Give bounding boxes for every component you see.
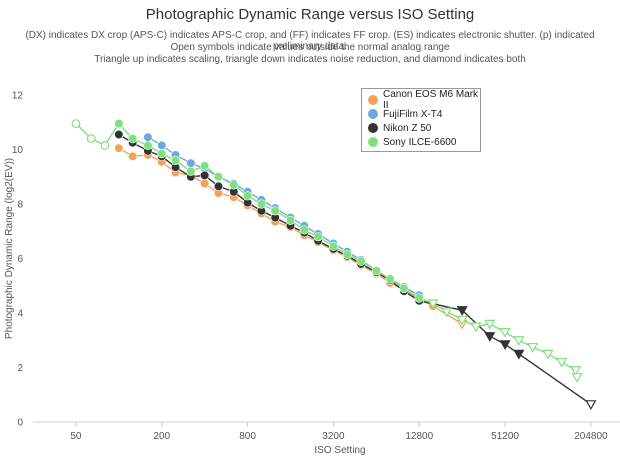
data-point-fujifilm-x-t4 <box>157 140 167 151</box>
y-tick-label: 0 <box>17 418 23 429</box>
x-tick-label: 200 <box>153 431 170 442</box>
data-point-nikon-z-50 <box>456 306 468 316</box>
data-point-sony-ilce-6600 <box>470 322 482 333</box>
data-point-sony-ilce-6600 <box>143 140 153 151</box>
data-point-canon-eos-m6-mark-ii <box>128 151 138 161</box>
data-point-sony-ilce-6600 <box>456 315 468 326</box>
legend-item-canon[interactable]: Canon EOS M6 Mark II <box>368 89 480 111</box>
data-point-sony-ilce-6600 <box>427 299 439 310</box>
legend-label-fujifilm: FujiFilm X-T4 <box>383 108 443 120</box>
data-point-fujifilm-x-t4 <box>143 132 153 142</box>
y-tick-label: 4 <box>17 309 23 320</box>
data-point-sony-ilce-6600 <box>128 134 138 144</box>
legend-item-fujifilm[interactable]: FujiFilm X-T4 <box>368 107 480 121</box>
data-point-sony-ilce-6600 <box>256 199 266 209</box>
data-point-sony-ilce-6600 <box>186 166 196 176</box>
data-point-sony-ilce-6600 <box>71 119 81 129</box>
data-point-nikon-z-50 <box>484 332 496 342</box>
x-tick-label: 204800 <box>574 431 608 442</box>
data-point-sony-ilce-6600 <box>542 349 554 360</box>
data-point-sony-ilce-6600 <box>371 266 381 276</box>
series-line-canon-eos-m6-mark-ii <box>118 147 463 325</box>
legend-label-nikon: Nikon Z 50 <box>383 122 432 134</box>
legend-swatch-canon <box>368 95 378 105</box>
data-point-sony-ilce-6600 <box>328 241 339 251</box>
data-point-sony-ilce-6600 <box>313 232 323 242</box>
data-point-sony-ilce-6600 <box>484 319 496 330</box>
data-point-fujifilm-x-t4 <box>186 158 196 168</box>
y-tick-label: 10 <box>12 145 24 156</box>
x-tick-label: 51200 <box>491 431 519 442</box>
data-point-sony-ilce-6600 <box>399 283 409 294</box>
data-point-sony-ilce-6600 <box>213 172 224 182</box>
data-point-sony-ilce-6600 <box>513 336 525 346</box>
data-point-canon-eos-m6-mark-ii <box>114 143 124 153</box>
data-point-sony-ilce-6600 <box>200 161 210 171</box>
chart-subtitle-line-3: Triangle up indicates scaling, triangle … <box>94 54 526 65</box>
x-axis-title: ISO Setting <box>314 445 365 456</box>
legend-swatch-sony <box>368 137 378 147</box>
chart-legend[interactable]: Canon EOS M6 Mark II FujiFilm X-T4 Nikon… <box>361 88 481 152</box>
data-point-sony-ilce-6600 <box>527 342 539 353</box>
data-point-nikon-z-50 <box>513 349 525 360</box>
legend-label-sony: Sony ILCE-6600 <box>383 136 457 148</box>
data-point-sony-ilce-6600 <box>570 366 582 376</box>
data-point-sony-ilce-6600 <box>157 148 167 159</box>
data-point-nikon-z-50 <box>200 170 210 180</box>
data-point-sony-ilce-6600 <box>556 357 568 368</box>
y-tick-label: 8 <box>17 200 23 211</box>
y-tick-label: 12 <box>12 91 24 102</box>
data-point-nikon-z-50 <box>499 340 511 351</box>
data-point-sony-ilce-6600 <box>285 215 296 225</box>
data-point-sony-ilce-6600 <box>299 225 309 235</box>
data-point-nikon-z-50 <box>114 129 124 140</box>
chart-subtitle-line-2: Open symbols indicate values outside the… <box>170 42 450 53</box>
data-point-canon-eos-m6-mark-ii <box>200 178 210 189</box>
data-point-sony-ilce-6600 <box>100 141 110 150</box>
data-point-sony-ilce-6600 <box>414 293 424 303</box>
series-line-sony-ilce-6600 <box>75 122 578 378</box>
data-point-sony-ilce-6600 <box>571 372 583 383</box>
y-tick-label: 2 <box>17 363 23 374</box>
y-axis-title: Photographic Dynamic Range (log2(EV)) <box>4 158 15 339</box>
data-point-nikon-z-50 <box>585 400 597 411</box>
data-point-sony-ilce-6600 <box>385 274 395 284</box>
x-tick-label: 3200 <box>322 431 345 442</box>
data-point-sony-ilce-6600 <box>270 206 280 216</box>
x-tick-label: 50 <box>70 431 82 442</box>
legend-item-nikon[interactable]: Nikon Z 50 <box>368 121 480 135</box>
data-point-sony-ilce-6600 <box>114 119 124 129</box>
chart-subtitle-line-1: (DX) indicates DX crop (APS-C) indicates… <box>25 30 595 52</box>
x-tick-label: 12800 <box>405 431 433 442</box>
data-point-nikon-z-50 <box>213 181 224 191</box>
legend-item-sony[interactable]: Sony ILCE-6600 <box>368 135 480 149</box>
data-point-sony-ilce-6600 <box>229 180 239 190</box>
data-point-sony-ilce-6600 <box>441 307 453 318</box>
data-point-sony-ilce-6600 <box>242 191 253 201</box>
legend-swatch-fujifilm <box>368 109 378 119</box>
legend-swatch-nikon <box>368 123 378 133</box>
y-tick-label: 6 <box>17 254 23 265</box>
data-point-sony-ilce-6600 <box>86 134 96 144</box>
data-point-sony-ilce-6600 <box>170 155 181 165</box>
data-point-sony-ilce-6600 <box>499 327 511 338</box>
x-tick-label: 800 <box>239 431 256 442</box>
data-point-sony-ilce-6600 <box>356 256 366 266</box>
legend-label-canon: Canon EOS M6 Mark II <box>383 89 479 111</box>
data-point-sony-ilce-6600 <box>342 249 352 260</box>
chart-title: Photographic Dynamic Range versus ISO Se… <box>145 6 475 23</box>
